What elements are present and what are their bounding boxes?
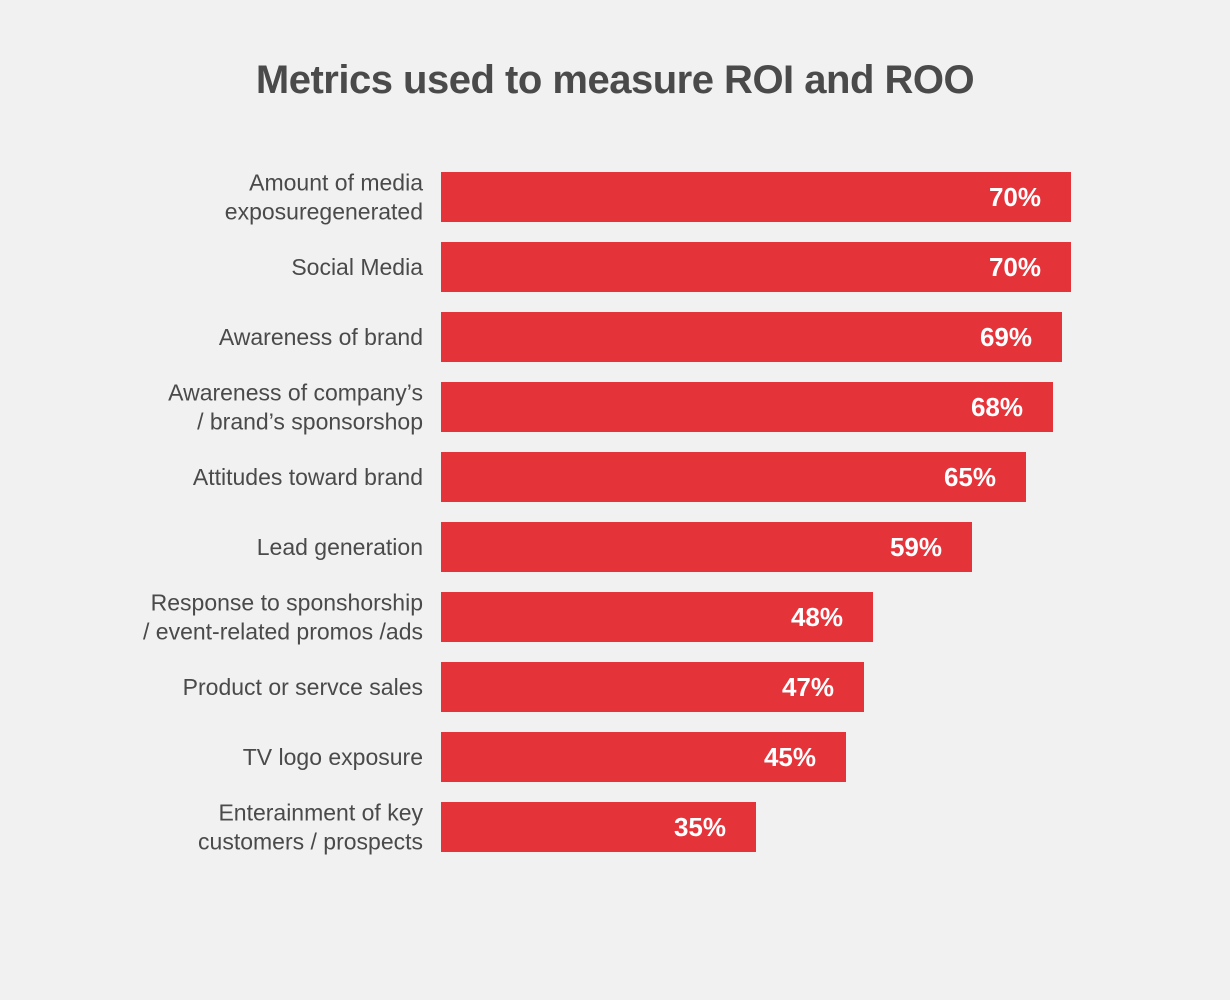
bar-value-label: 35% bbox=[674, 812, 726, 842]
bar-5 bbox=[441, 522, 972, 572]
bar-value-label: 48% bbox=[791, 602, 843, 632]
category-label: / brand’s sponsorshop bbox=[197, 409, 423, 435]
category-label: Attitudes toward brand bbox=[193, 464, 423, 490]
bar-9 bbox=[441, 802, 756, 852]
bar-0 bbox=[441, 172, 1071, 222]
category-label: Enterainment of key bbox=[218, 800, 423, 826]
category-label: TV logo exposure bbox=[243, 744, 423, 770]
category-label: / event-related promos /ads bbox=[143, 619, 423, 645]
bar-4 bbox=[441, 452, 1026, 502]
bar-value-label: 59% bbox=[890, 532, 942, 562]
category-label: Product or servce sales bbox=[183, 674, 423, 700]
category-label: Response to sponshorship bbox=[151, 590, 423, 616]
bar-2 bbox=[441, 312, 1062, 362]
category-label: Awareness of brand bbox=[219, 324, 423, 350]
bar-1 bbox=[441, 242, 1071, 292]
category-label: Amount of media bbox=[249, 170, 423, 196]
bar-7 bbox=[441, 662, 864, 712]
category-label: Lead generation bbox=[257, 534, 423, 560]
chart-title: Metrics used to measure ROI and ROO bbox=[255, 58, 975, 102]
bar-value-label: 47% bbox=[782, 672, 834, 702]
bar-value-label: 68% bbox=[971, 392, 1023, 422]
bar-value-label: 65% bbox=[944, 462, 996, 492]
category-label: Awareness of company’s bbox=[168, 380, 423, 406]
category-label: Social Media bbox=[291, 254, 423, 280]
bar-8 bbox=[441, 732, 846, 782]
bar-value-label: 70% bbox=[989, 182, 1041, 212]
bar-value-label: 69% bbox=[980, 322, 1032, 352]
bar-value-label: 70% bbox=[989, 252, 1041, 282]
bar-value-label: 45% bbox=[764, 742, 816, 772]
category-label: exposuregenerated bbox=[225, 199, 423, 225]
category-label: customers / prospects bbox=[198, 829, 423, 855]
bar-3 bbox=[441, 382, 1053, 432]
bar-6 bbox=[441, 592, 873, 642]
